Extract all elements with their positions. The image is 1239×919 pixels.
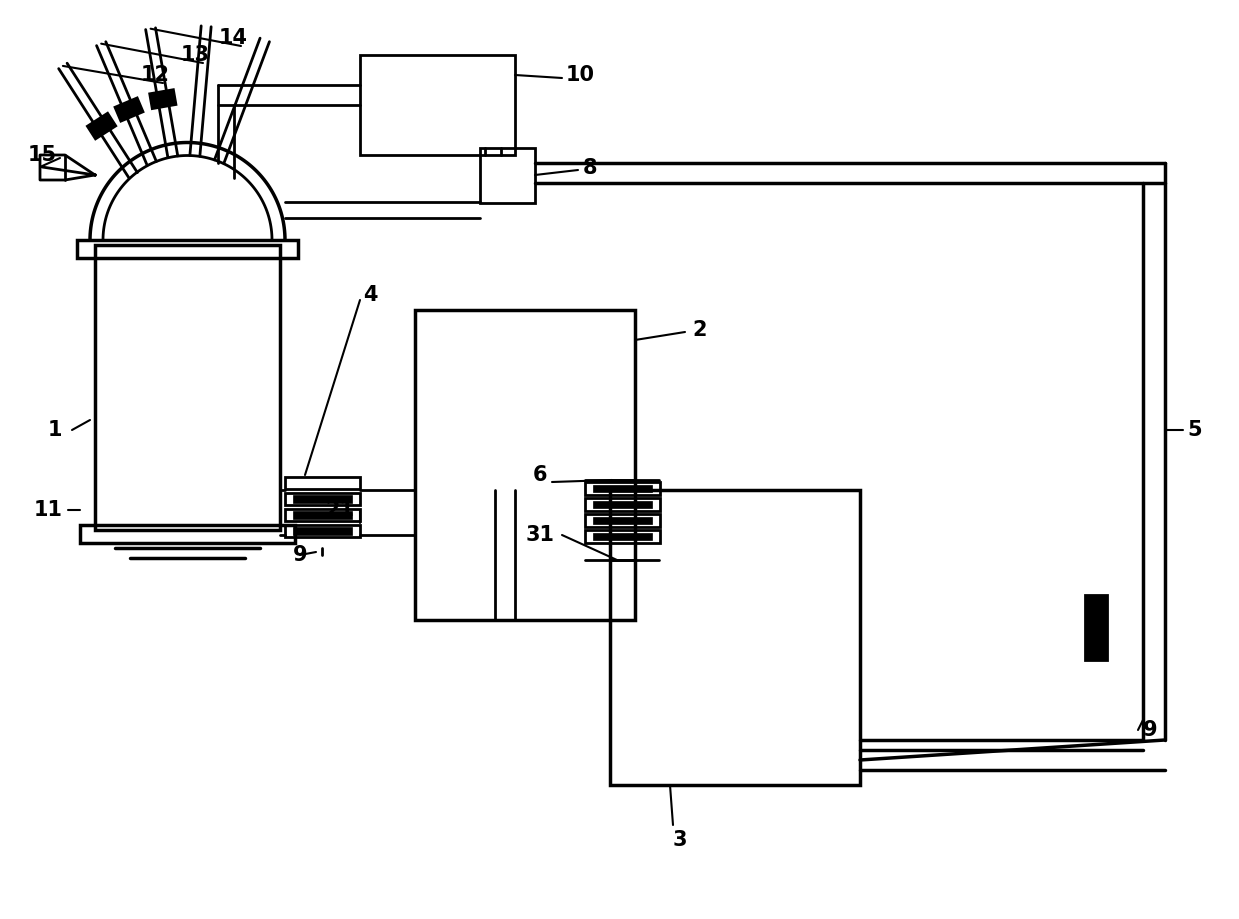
Text: 21: 21 xyxy=(326,500,354,520)
Text: 5: 5 xyxy=(1188,420,1202,440)
Polygon shape xyxy=(115,98,142,121)
Polygon shape xyxy=(593,484,652,492)
Text: 10: 10 xyxy=(565,65,595,85)
Polygon shape xyxy=(150,90,176,108)
Text: 31: 31 xyxy=(525,525,555,545)
Polygon shape xyxy=(593,501,652,507)
Polygon shape xyxy=(593,532,652,539)
Text: 4: 4 xyxy=(363,285,377,305)
Polygon shape xyxy=(292,495,352,503)
Text: 14: 14 xyxy=(218,28,248,48)
Polygon shape xyxy=(292,527,352,535)
Polygon shape xyxy=(88,113,115,139)
Text: 2: 2 xyxy=(693,320,707,340)
Text: 1: 1 xyxy=(48,420,62,440)
Text: 9: 9 xyxy=(292,545,307,565)
Text: 11: 11 xyxy=(33,500,62,520)
Text: 15: 15 xyxy=(27,145,57,165)
Polygon shape xyxy=(593,516,652,524)
Text: 6: 6 xyxy=(533,465,548,485)
Text: 3: 3 xyxy=(673,830,688,850)
Text: 12: 12 xyxy=(140,65,170,85)
Polygon shape xyxy=(1085,595,1106,660)
Text: 13: 13 xyxy=(181,45,209,65)
Polygon shape xyxy=(292,511,352,519)
Text: 8: 8 xyxy=(582,158,597,178)
Text: 9: 9 xyxy=(1142,720,1157,740)
